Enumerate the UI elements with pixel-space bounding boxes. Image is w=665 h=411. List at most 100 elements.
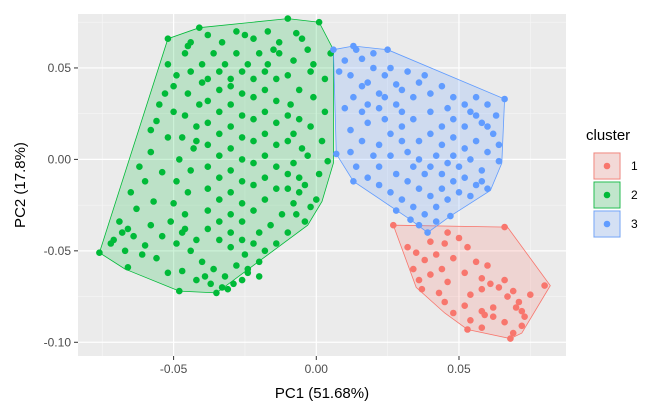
cluster-3-point <box>410 115 417 123</box>
cluster-1-point <box>467 291 474 299</box>
cluster-2-point <box>207 280 214 288</box>
cluster-1-point <box>472 258 480 266</box>
y-axis-ticks: -0.10 -0.05 0.00 0.05 <box>44 61 78 349</box>
cluster-2-point <box>310 61 317 68</box>
cluster-2-point <box>198 258 206 266</box>
cluster-2-point <box>295 115 303 123</box>
cluster-2-point <box>273 75 280 83</box>
cluster-3-point <box>438 170 446 178</box>
major-gridlines <box>78 14 566 356</box>
cluster-2-point <box>241 251 249 258</box>
cluster-2-point <box>238 156 246 163</box>
cluster-3-point <box>467 192 474 200</box>
cluster-3-point <box>410 163 417 170</box>
cluster-2-point <box>261 152 269 159</box>
cluster-2-point <box>213 289 220 297</box>
cluster-2-point <box>233 262 240 269</box>
cluster-2-point <box>275 50 283 57</box>
cluster-2-point <box>164 134 172 141</box>
cluster-2-point <box>255 50 263 57</box>
cluster-2-point <box>158 168 166 176</box>
cluster-2-point <box>284 15 292 22</box>
cluster-2-point <box>204 163 212 170</box>
cluster-1-point <box>501 318 508 326</box>
cluster-2-point <box>298 145 306 152</box>
cluster-2-point <box>216 174 223 181</box>
cluster-2-point <box>295 174 303 181</box>
cluster-3-point <box>415 79 423 86</box>
cluster-3-point <box>484 101 491 108</box>
cluster-3-point <box>478 167 486 174</box>
cluster-2-point <box>273 185 280 192</box>
cluster-2-point <box>193 123 200 130</box>
cluster-3-point <box>472 93 480 101</box>
cluster-1-point <box>444 278 451 286</box>
cluster-2-point <box>238 68 246 75</box>
cluster-2-point <box>158 232 166 240</box>
cluster-3-point <box>484 185 491 192</box>
cluster-2-point <box>118 229 126 236</box>
cluster-3-point <box>415 185 423 192</box>
cluster-3-point <box>450 93 457 101</box>
cluster-2-point <box>250 207 257 214</box>
cluster-1-point <box>509 287 517 295</box>
cluster-2-point <box>321 75 329 83</box>
cluster-3-point <box>335 68 343 75</box>
cluster-3-point <box>330 46 337 53</box>
cluster-2-point <box>204 119 212 127</box>
cluster-1-point <box>495 284 503 291</box>
cluster-2-point <box>307 203 314 211</box>
cluster-2-point <box>264 28 272 35</box>
cluster-1-point <box>487 280 494 288</box>
cluster-1-point <box>404 243 411 251</box>
cluster-2-point <box>233 28 240 35</box>
cluster-3-point <box>358 82 366 90</box>
cluster-2-point <box>184 189 192 196</box>
legend-key-point-2 <box>603 191 611 199</box>
legend-label-2: 2 <box>631 188 638 202</box>
cluster-1-point <box>478 275 486 282</box>
cluster-2-point <box>210 265 217 273</box>
cluster-2-point <box>173 240 180 247</box>
cluster-2-point <box>176 156 183 163</box>
cluster-1-point <box>441 298 449 306</box>
cluster-2-point <box>156 101 163 108</box>
cluster-3-point <box>450 134 457 141</box>
cluster-1-point <box>501 223 508 231</box>
cluster-2-point <box>187 68 194 75</box>
cluster-2-point <box>173 178 180 185</box>
cluster-1-point <box>450 309 457 317</box>
cluster-3-point <box>392 170 400 178</box>
cluster-3-point <box>461 174 469 181</box>
cluster-2-point <box>261 68 269 75</box>
cluster-2-point <box>161 90 169 97</box>
cluster-2-point <box>136 163 143 170</box>
cluster-3-point <box>398 123 406 130</box>
cluster-2-point <box>224 285 232 293</box>
cluster-3-point <box>472 137 480 145</box>
cluster-2-point <box>273 240 280 247</box>
cluster-3-point <box>421 211 429 218</box>
cluster-3-point <box>427 90 434 97</box>
cluster-3-point <box>370 152 377 159</box>
cluster-2-point <box>133 205 140 213</box>
cluster-3-point <box>387 152 394 159</box>
cluster-3-point <box>358 108 366 116</box>
cluster-3-point <box>472 181 480 189</box>
cluster-3-point <box>387 130 394 138</box>
legend-title: cluster <box>586 127 630 144</box>
cluster-1-point <box>441 240 449 247</box>
cluster-3-point <box>350 178 357 185</box>
cluster-1-point <box>489 313 497 321</box>
cluster-3-point <box>358 137 366 145</box>
cluster-1-point <box>521 313 528 321</box>
cluster-3-point <box>467 108 474 116</box>
cluster-1-point <box>421 256 429 264</box>
cluster-2-point <box>238 218 246 225</box>
cluster-2-point <box>261 108 269 116</box>
cluster-1-point <box>412 249 420 256</box>
cluster-2-point <box>130 232 137 240</box>
cluster-2-point <box>238 112 246 119</box>
cluster-2-point <box>261 196 269 203</box>
cluster-2-point <box>170 82 177 90</box>
